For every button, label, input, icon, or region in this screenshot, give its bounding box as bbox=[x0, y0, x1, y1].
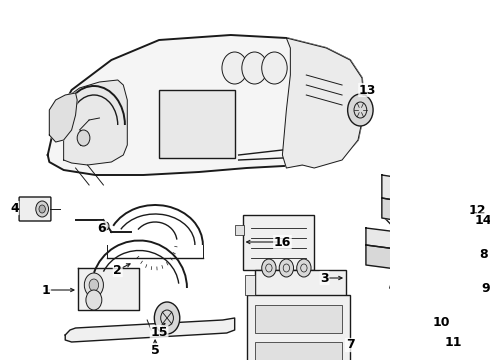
Circle shape bbox=[404, 293, 423, 317]
Bar bbox=[255, 270, 346, 315]
Polygon shape bbox=[441, 255, 477, 292]
Circle shape bbox=[39, 205, 46, 213]
Bar bbox=[245, 275, 255, 295]
Text: 8: 8 bbox=[479, 248, 488, 261]
Polygon shape bbox=[390, 272, 434, 295]
Bar bbox=[246, 295, 350, 360]
Text: 9: 9 bbox=[481, 282, 490, 294]
Text: 10: 10 bbox=[433, 315, 450, 328]
Circle shape bbox=[84, 273, 103, 297]
Polygon shape bbox=[441, 208, 477, 235]
Circle shape bbox=[36, 201, 49, 217]
Circle shape bbox=[154, 302, 180, 334]
Polygon shape bbox=[78, 268, 139, 310]
Text: 13: 13 bbox=[359, 84, 376, 96]
Text: 15: 15 bbox=[150, 325, 168, 338]
Text: 11: 11 bbox=[445, 336, 462, 348]
Bar bbox=[255, 305, 342, 333]
Circle shape bbox=[222, 52, 247, 84]
Text: 2: 2 bbox=[113, 264, 122, 276]
Bar bbox=[159, 90, 235, 158]
Circle shape bbox=[262, 259, 276, 277]
Text: 5: 5 bbox=[151, 343, 160, 356]
Text: 1: 1 bbox=[42, 284, 50, 297]
Bar bbox=[235, 225, 244, 235]
Circle shape bbox=[410, 200, 417, 210]
Text: 14: 14 bbox=[475, 213, 490, 226]
Polygon shape bbox=[382, 175, 477, 215]
Polygon shape bbox=[366, 228, 477, 272]
Polygon shape bbox=[366, 245, 441, 275]
Text: 16: 16 bbox=[274, 235, 291, 248]
Polygon shape bbox=[282, 38, 365, 168]
Circle shape bbox=[102, 222, 109, 230]
Bar bbox=[255, 342, 342, 360]
Circle shape bbox=[89, 279, 98, 291]
Polygon shape bbox=[382, 198, 441, 228]
Text: 4: 4 bbox=[10, 202, 19, 215]
Circle shape bbox=[242, 52, 267, 84]
Circle shape bbox=[297, 259, 311, 277]
Circle shape bbox=[262, 52, 287, 84]
Polygon shape bbox=[49, 93, 77, 142]
Text: 12: 12 bbox=[468, 203, 486, 216]
Bar bbox=[243, 215, 314, 270]
Text: 6: 6 bbox=[98, 221, 106, 234]
Circle shape bbox=[279, 259, 294, 277]
Circle shape bbox=[86, 290, 102, 310]
Circle shape bbox=[409, 299, 418, 311]
Circle shape bbox=[77, 130, 90, 146]
Text: 3: 3 bbox=[320, 271, 329, 284]
Text: 7: 7 bbox=[345, 338, 354, 351]
Polygon shape bbox=[64, 80, 127, 165]
Polygon shape bbox=[48, 35, 365, 175]
Circle shape bbox=[347, 94, 373, 126]
FancyBboxPatch shape bbox=[19, 197, 51, 221]
Polygon shape bbox=[65, 318, 235, 342]
Circle shape bbox=[406, 195, 421, 215]
